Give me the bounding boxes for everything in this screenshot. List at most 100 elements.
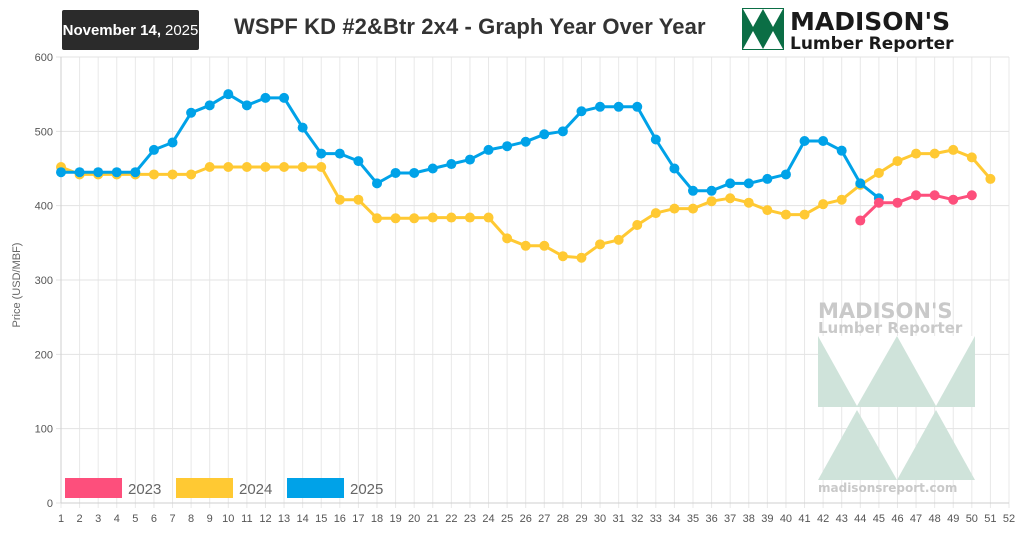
data-point-2024[interactable] (260, 162, 271, 173)
data-point-2024[interactable] (483, 212, 494, 223)
data-point-2025[interactable] (669, 163, 680, 174)
data-point-2025[interactable] (427, 163, 438, 174)
data-point-2025[interactable] (279, 92, 290, 103)
data-point-2024[interactable] (836, 194, 847, 205)
data-point-2024[interactable] (427, 212, 438, 223)
data-point-2024[interactable] (799, 209, 810, 220)
data-point-2024[interactable] (409, 213, 420, 224)
data-point-2025[interactable] (595, 101, 606, 112)
data-point-2025[interactable] (241, 100, 252, 111)
data-point-2025[interactable] (725, 178, 736, 189)
data-point-2023[interactable] (929, 190, 940, 201)
data-point-2025[interactable] (353, 156, 364, 167)
data-point-2025[interactable] (93, 167, 104, 178)
data-point-2024[interactable] (372, 213, 382, 224)
data-point-2024[interactable] (334, 194, 345, 205)
data-point-2025[interactable] (390, 167, 401, 178)
data-point-2024[interactable] (464, 212, 475, 223)
data-point-2023[interactable] (892, 197, 903, 208)
data-point-2025[interactable] (297, 122, 308, 133)
data-point-2025[interactable] (780, 169, 791, 180)
data-point-2024[interactable] (873, 167, 884, 178)
data-point-2025[interactable] (836, 145, 847, 156)
data-point-2024[interactable] (780, 209, 791, 220)
data-point-2024[interactable] (204, 162, 215, 173)
data-point-2024[interactable] (613, 234, 624, 245)
data-point-2025[interactable] (167, 137, 178, 148)
data-point-2024[interactable] (985, 173, 996, 184)
data-point-2024[interactable] (669, 203, 680, 214)
data-point-2025[interactable] (446, 159, 457, 170)
data-point-2023[interactable] (873, 197, 884, 208)
data-point-2024[interactable] (632, 219, 643, 230)
data-point-2025[interactable] (762, 173, 773, 184)
data-point-2025[interactable] (409, 167, 420, 178)
data-point-2024[interactable] (390, 213, 401, 224)
data-point-2024[interactable] (167, 169, 178, 180)
data-point-2025[interactable] (818, 135, 829, 146)
data-point-2025[interactable] (334, 148, 345, 159)
data-point-2023[interactable] (966, 190, 977, 201)
data-point-2024[interactable] (353, 194, 364, 205)
data-point-2025[interactable] (56, 167, 66, 178)
data-point-2023[interactable] (948, 194, 959, 205)
data-point-2024[interactable] (223, 162, 234, 173)
data-point-2025[interactable] (650, 134, 661, 145)
data-point-2025[interactable] (743, 178, 754, 189)
data-point-2024[interactable] (688, 203, 698, 214)
data-point-2025[interactable] (706, 185, 717, 196)
data-point-2025[interactable] (260, 92, 271, 103)
data-point-2024[interactable] (595, 239, 606, 250)
data-point-2024[interactable] (576, 252, 587, 263)
data-point-2025[interactable] (223, 89, 234, 100)
data-point-2024[interactable] (186, 169, 197, 180)
data-point-2025[interactable] (799, 135, 810, 146)
data-point-2024[interactable] (818, 199, 829, 210)
legend-item-2025[interactable]: 2025 (287, 478, 383, 498)
data-point-2023[interactable] (855, 215, 866, 226)
x-tick-label: 14 (297, 513, 309, 525)
data-point-2025[interactable] (557, 126, 568, 137)
legend-item-2024[interactable]: 2024 (176, 478, 272, 498)
data-point-2025[interactable] (111, 167, 122, 178)
data-point-2023[interactable] (911, 190, 922, 201)
data-point-2025[interactable] (464, 154, 475, 165)
data-point-2025[interactable] (539, 129, 550, 140)
data-point-2024[interactable] (929, 148, 940, 159)
data-point-2025[interactable] (130, 167, 141, 178)
data-point-2024[interactable] (148, 169, 159, 180)
data-point-2025[interactable] (316, 148, 327, 159)
data-point-2024[interactable] (297, 162, 308, 173)
data-point-2025[interactable] (483, 144, 494, 155)
legend-item-2023[interactable]: 2023 (65, 478, 161, 498)
data-point-2024[interactable] (762, 205, 773, 216)
data-point-2024[interactable] (557, 251, 568, 262)
data-point-2024[interactable] (966, 152, 977, 163)
data-point-2024[interactable] (279, 162, 290, 173)
data-point-2024[interactable] (892, 156, 903, 167)
data-point-2024[interactable] (948, 144, 959, 155)
data-point-2024[interactable] (316, 162, 327, 173)
data-point-2024[interactable] (743, 197, 754, 208)
data-point-2025[interactable] (502, 141, 513, 152)
data-point-2025[interactable] (576, 106, 587, 117)
data-point-2025[interactable] (186, 107, 197, 118)
data-point-2025[interactable] (632, 101, 643, 112)
data-point-2025[interactable] (148, 144, 159, 155)
data-point-2024[interactable] (446, 212, 457, 223)
data-point-2025[interactable] (855, 178, 866, 189)
data-point-2025[interactable] (372, 178, 382, 189)
data-point-2024[interactable] (725, 193, 736, 204)
data-point-2024[interactable] (241, 162, 252, 173)
data-point-2025[interactable] (520, 136, 531, 147)
data-point-2024[interactable] (502, 233, 513, 244)
data-point-2024[interactable] (650, 208, 661, 219)
data-point-2024[interactable] (539, 240, 550, 251)
data-point-2024[interactable] (706, 196, 717, 207)
data-point-2025[interactable] (613, 101, 624, 112)
data-point-2024[interactable] (911, 148, 922, 159)
data-point-2025[interactable] (688, 185, 698, 196)
data-point-2024[interactable] (520, 240, 531, 251)
data-point-2025[interactable] (204, 100, 215, 111)
data-point-2025[interactable] (74, 167, 85, 178)
